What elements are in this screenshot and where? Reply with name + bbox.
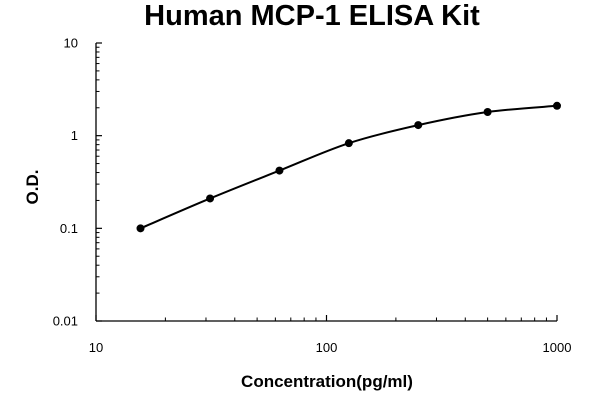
data-point [483, 108, 492, 117]
data-point [206, 194, 215, 203]
data-point [275, 166, 284, 175]
y-tick-label: 0.01 [53, 314, 78, 329]
x-tick-label: 1000 [543, 340, 572, 355]
y-tick-label: 0.1 [60, 221, 78, 236]
x-axis-ticks: 10 100 1000 [89, 315, 572, 355]
x-tick-label: 10 [89, 340, 103, 355]
chart-series [136, 101, 561, 233]
y-tick-label: 10 [64, 36, 78, 51]
x-axis-label: Concentration(pg/ml) [241, 372, 413, 391]
y-axis-ticks: 0.01 0.1 1 10 [53, 36, 102, 329]
x-tick-label: 100 [316, 340, 338, 355]
series-line [140, 104, 558, 230]
data-point [136, 224, 145, 233]
data-point [414, 121, 423, 130]
data-point [553, 101, 561, 110]
y-tick-label: 1 [71, 128, 78, 143]
y-axis-label: O.D. [23, 170, 42, 205]
chart-title: Human MCP-1 ELISA Kit [144, 0, 480, 32]
data-point [344, 139, 353, 148]
